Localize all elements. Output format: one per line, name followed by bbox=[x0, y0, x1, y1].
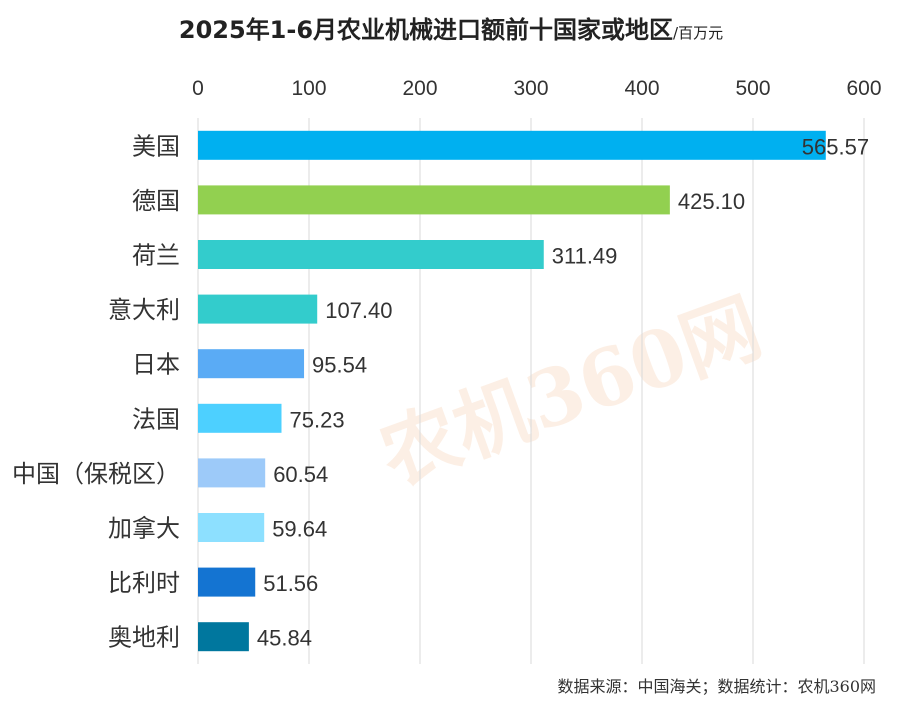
chart-title: 2025年1-6月农业机械进口额前十国家或地区/百万元 bbox=[0, 10, 902, 45]
data-label: 75.23 bbox=[290, 407, 345, 432]
category-label: 美国 bbox=[132, 132, 180, 160]
chart-unit: /百万元 bbox=[673, 24, 724, 42]
data-label: 60.54 bbox=[273, 462, 328, 487]
category-label: 德国 bbox=[132, 187, 180, 215]
category-label: 意大利 bbox=[108, 296, 180, 324]
category-label: 荷兰 bbox=[132, 242, 180, 270]
bar bbox=[198, 403, 282, 433]
category-label: 奥地利 bbox=[108, 624, 180, 652]
x-tick-label: 0 bbox=[192, 77, 204, 100]
bar bbox=[198, 130, 826, 160]
category-label: 中国（保税区） bbox=[12, 460, 180, 488]
data-label: 51.56 bbox=[263, 571, 318, 596]
data-label: 95.54 bbox=[312, 353, 367, 378]
category-label: 日本 bbox=[132, 351, 180, 379]
bar bbox=[198, 513, 265, 542]
category-label: 比利时 bbox=[108, 569, 180, 597]
x-tick-label: 200 bbox=[402, 77, 437, 100]
bar bbox=[198, 349, 305, 379]
data-label: 425.10 bbox=[678, 189, 745, 214]
data-label: 107.40 bbox=[325, 298, 392, 323]
bar bbox=[198, 185, 670, 215]
source-note: 数据来源：中国海关；数据统计：农机360网 bbox=[557, 677, 876, 696]
bar bbox=[198, 294, 318, 324]
x-tick-label: 100 bbox=[291, 77, 326, 100]
x-tick-label: 500 bbox=[735, 77, 770, 100]
bar bbox=[198, 458, 266, 488]
data-label: 311.49 bbox=[552, 244, 618, 269]
bar bbox=[198, 240, 544, 269]
category-label: 法国 bbox=[132, 405, 180, 433]
bar bbox=[198, 567, 256, 597]
category-label: 加拿大 bbox=[108, 515, 180, 543]
chart-title-main: 2025年1-6月农业机械进口额前十国家或地区 bbox=[178, 16, 674, 44]
bar bbox=[198, 622, 249, 652]
data-label: 565.57 bbox=[802, 134, 869, 159]
x-tick-label: 300 bbox=[513, 77, 548, 100]
x-tick-label: 400 bbox=[624, 77, 659, 100]
x-tick-label: 600 bbox=[846, 77, 881, 100]
data-label: 45.84 bbox=[257, 626, 312, 651]
data-label: 59.64 bbox=[272, 517, 327, 542]
